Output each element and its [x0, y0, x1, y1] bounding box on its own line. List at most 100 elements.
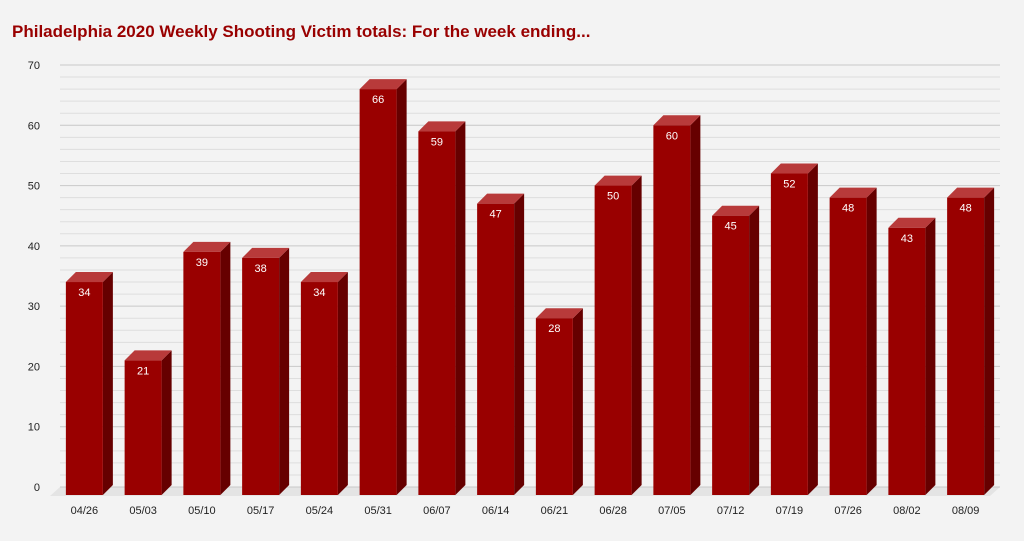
bar-08-02: 43	[888, 217, 936, 495]
y-tick-label: 20	[28, 361, 40, 373]
bar-top	[359, 79, 407, 90]
y-tick-label: 30	[28, 301, 40, 313]
bar-front	[359, 89, 397, 495]
bar-side	[514, 193, 525, 495]
bar-06-28: 50	[594, 175, 642, 496]
bar-top	[65, 272, 113, 283]
x-tick-label: 07/26	[834, 505, 862, 517]
x-tick-label: 05/17	[247, 505, 275, 517]
data-label: 47	[490, 209, 502, 221]
bar-top	[653, 115, 701, 126]
data-label: 34	[78, 287, 90, 299]
bar-08-09: 48	[947, 187, 995, 495]
chart-floor	[50, 487, 1000, 496]
bar-04-26: 34	[65, 272, 113, 495]
bar-06-21: 28	[535, 308, 583, 495]
data-label: 39	[196, 257, 208, 269]
data-label: 34	[313, 287, 325, 299]
data-label: 43	[901, 233, 913, 245]
x-tick-label: 05/24	[306, 505, 334, 517]
bar-06-07: 59	[418, 121, 466, 496]
y-tick-label: 40	[28, 241, 40, 253]
bar-top	[418, 121, 466, 132]
bar-top	[594, 175, 642, 186]
bar-top	[947, 187, 995, 198]
bar-side	[279, 247, 290, 495]
x-tick-label: 06/07	[423, 505, 451, 517]
bar-07-19: 52	[770, 163, 818, 495]
data-label: 52	[783, 179, 795, 191]
x-tick-label: 06/28	[599, 505, 627, 517]
x-tick-label: 04/26	[71, 505, 99, 517]
y-tick-label: 0	[34, 482, 40, 494]
bar-front	[65, 282, 103, 495]
data-label: 60	[666, 130, 678, 142]
bar-front	[418, 131, 456, 496]
bar-side	[102, 272, 113, 495]
x-tick-label: 05/03	[129, 505, 157, 517]
x-tick-label: 05/31	[364, 505, 392, 517]
bar-top	[888, 217, 936, 228]
bar-side	[220, 241, 231, 495]
bar-side	[631, 175, 642, 496]
bar-top	[183, 241, 231, 252]
bar-front	[594, 185, 632, 496]
bar-top	[477, 193, 525, 204]
bar-side	[572, 308, 583, 495]
data-label: 50	[607, 191, 619, 203]
bar-05-24: 34	[300, 272, 348, 495]
data-label: 59	[431, 136, 443, 148]
bar-front	[535, 318, 573, 495]
data-label: 28	[548, 323, 560, 335]
data-label: 21	[137, 365, 149, 377]
bar-05-03: 21	[124, 350, 172, 495]
bar-side	[455, 121, 466, 496]
bar-front	[653, 125, 691, 496]
bar-front	[712, 215, 750, 495]
y-tick-label: 60	[28, 120, 40, 132]
bar-top	[712, 205, 760, 216]
bar-05-17: 38	[242, 247, 290, 495]
bar-side	[925, 217, 936, 495]
data-label: 45	[725, 221, 737, 233]
bar-side	[866, 187, 877, 495]
x-tick-label: 08/09	[952, 505, 980, 517]
data-label: 48	[960, 203, 972, 215]
x-tick-label: 06/14	[482, 505, 510, 517]
bar-07-12: 45	[712, 205, 760, 495]
bar-front	[183, 251, 221, 495]
bar-side	[690, 115, 701, 496]
bar-front	[242, 257, 280, 495]
x-tick-label: 05/10	[188, 505, 216, 517]
bar-front	[477, 203, 515, 495]
bar-front	[888, 227, 926, 495]
bar-05-10: 39	[183, 241, 231, 495]
bar-07-05: 60	[653, 115, 701, 496]
x-tick-label: 07/05	[658, 505, 686, 517]
x-tick-label: 06/21	[541, 505, 569, 517]
x-tick-label: 07/19	[776, 505, 804, 517]
bar-side	[749, 205, 760, 495]
bar-top	[829, 187, 877, 198]
bar-side	[396, 79, 407, 495]
y-tick-label: 70	[28, 60, 40, 72]
bar-front	[770, 173, 808, 495]
bar-front	[300, 282, 338, 495]
bar-top	[242, 247, 290, 258]
bar-06-14: 47	[477, 193, 525, 495]
bar-top	[770, 163, 818, 174]
x-tick-label: 07/12	[717, 505, 745, 517]
bar-07-26: 48	[829, 187, 877, 495]
bar-top	[124, 350, 172, 361]
bar-front	[124, 360, 162, 495]
bar-side	[337, 272, 348, 495]
bar-side	[807, 163, 818, 495]
bar-05-31: 66	[359, 79, 407, 495]
bar-front	[829, 197, 867, 495]
x-tick-label: 08/02	[893, 505, 921, 517]
bar-front	[947, 197, 985, 495]
bar-side	[984, 187, 995, 495]
bar-top	[535, 308, 583, 319]
data-label: 48	[842, 203, 854, 215]
